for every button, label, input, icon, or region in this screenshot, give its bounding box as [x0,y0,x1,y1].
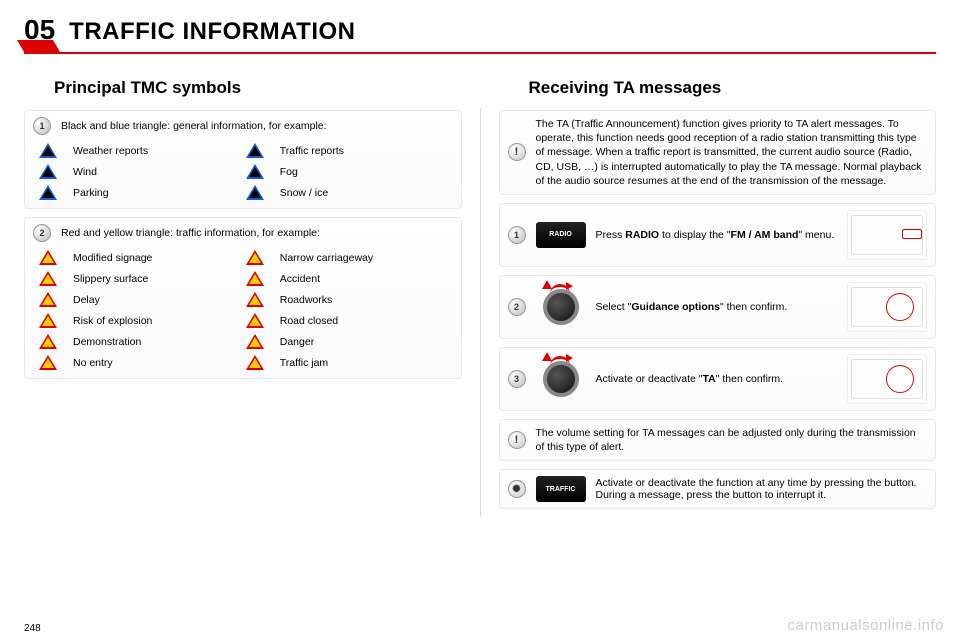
dial-graphic [536,354,586,404]
delay-icon [39,292,57,307]
tmc-group-red: 2 Red and yellow triangle: traffic infor… [24,217,462,379]
volume-note-text: The volume setting for TA messages can b… [536,426,928,454]
traffic-tip-block: ✺ TRAFFIC Activate or deactivate the fun… [499,469,937,509]
blue-group-intro: Black and blue triangle: general informa… [61,119,327,133]
tip-badge-icon: ✺ [508,480,526,498]
right-column: Receiving TA messages ! The TA (Traffic … [499,78,937,517]
column-divider [480,108,481,517]
snow-ice-icon [246,185,264,200]
symbol-label: Road closed [280,315,447,327]
step3-block: 3 Activate or deactivate "TA" then confi… [499,347,937,411]
panel-thumb-radio [847,210,927,260]
volume-note-block: ! The volume setting for TA messages can… [499,419,937,461]
step-badge-1: 1 [508,226,526,244]
left-column: Principal TMC symbols 1 Black and blue t… [24,78,462,517]
modified-signage-icon [39,250,57,265]
watermark: carmanualsonline.info [788,617,944,634]
traffic-jam-icon [246,355,264,370]
slippery-surface-icon [39,271,57,286]
header-tab-accent [17,40,60,52]
narrow-carriageway-icon [246,250,264,265]
symbol-label: Fog [280,166,447,178]
step2-text: Select "Guidance options" then confirm. [596,301,838,313]
chapter-title: TRAFFIC INFORMATION [69,18,355,46]
step3-text: Activate or deactivate "TA" then confirm… [596,373,838,385]
red-symbol-grid: Modified signage Narrow carriageway Slip… [33,248,453,372]
ta-note-block: ! The TA (Traffic Announcement) function… [499,110,937,195]
symbol-label: Traffic reports [280,145,447,157]
fog-icon [246,164,264,179]
symbol-label: Demonstration [73,336,240,348]
parking-icon [39,185,57,200]
danger-icon [246,334,264,349]
step-badge-2: 2 [508,298,526,316]
page-header: 05 TRAFFIC INFORMATION [0,0,960,52]
symbol-label: No entry [73,357,240,369]
symbol-label: Accident [280,273,447,285]
symbol-label: Danger [280,336,447,348]
symbol-label: Slippery surface [73,273,240,285]
accident-icon [246,271,264,286]
traffic-reports-icon [246,143,264,158]
blue-symbol-grid: Weather reports Traffic reports Wind Fog… [33,141,453,202]
road-closed-icon [246,313,264,328]
symbol-label: Parking [73,187,240,199]
left-heading: Principal TMC symbols [24,78,462,98]
radio-button-graphic: RADIO [536,222,586,248]
red-group-intro: Red and yellow triangle: traffic informa… [61,226,320,240]
panel-thumb-dial [847,354,927,404]
step1-block: 1 RADIO Press RADIO to display the "FM /… [499,203,937,267]
dial-graphic [536,282,586,332]
roadworks-icon [246,292,264,307]
step-badge-1: 1 [33,117,51,135]
risk-explosion-icon [39,313,57,328]
symbol-label: Delay [73,294,240,306]
symbol-label: Roadworks [280,294,447,306]
right-heading: Receiving TA messages [499,78,937,98]
weather-icon [39,143,57,158]
ta-note-text: The TA (Traffic Announcement) function g… [536,117,928,188]
demonstration-icon [39,334,57,349]
symbol-label: Snow / ice [280,187,447,199]
content-columns: Principal TMC symbols 1 Black and blue t… [0,62,960,517]
symbol-label: Modified signage [73,252,240,264]
tmc-group-blue: 1 Black and blue triangle: general infor… [24,110,462,209]
note-badge-icon: ! [508,431,526,449]
no-entry-icon [39,355,57,370]
symbol-label: Narrow carriageway [280,252,447,264]
wind-icon [39,164,57,179]
step-badge-2: 2 [33,224,51,242]
header-rule [24,52,936,54]
step2-block: 2 Select "Guidance options" then confirm… [499,275,937,339]
step-badge-3: 3 [508,370,526,388]
symbol-label: Weather reports [73,145,240,157]
symbol-label: Traffic jam [280,357,447,369]
symbol-label: Risk of explosion [73,315,240,327]
note-badge-icon: ! [508,143,526,161]
symbol-label: Wind [73,166,240,178]
traffic-tip-text: Activate or deactivate the function at a… [596,477,928,501]
page-number: 248 [24,623,41,634]
step1-text: Press RADIO to display the "FM / AM band… [596,229,838,241]
panel-thumb-dial [847,282,927,332]
traffic-button-graphic: TRAFFIC [536,476,586,502]
